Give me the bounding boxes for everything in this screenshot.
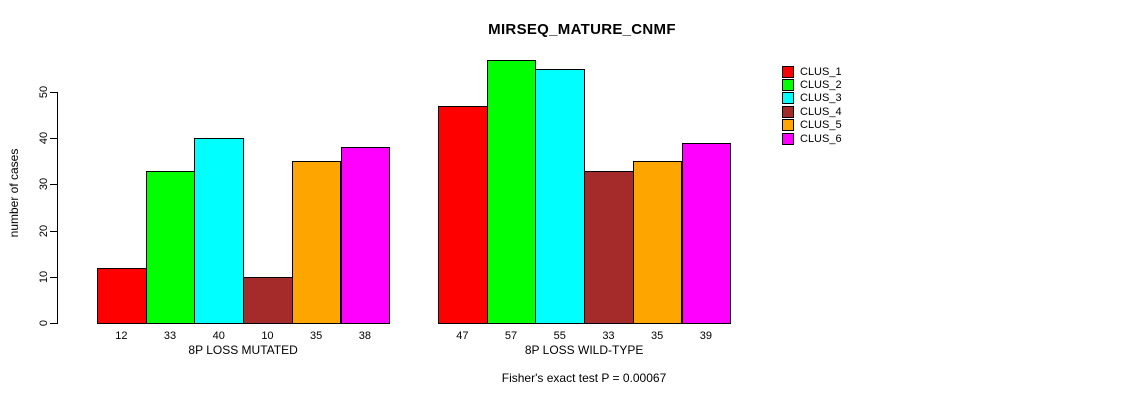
bar-value-label: 40 bbox=[212, 330, 225, 342]
legend-label: CLUS_2 bbox=[800, 79, 842, 92]
bar-value-label: 33 bbox=[163, 330, 177, 342]
legend-swatch bbox=[782, 132, 794, 145]
y-tick-label: 10 bbox=[38, 270, 50, 283]
legend: CLUS_1 CLUS_2 CLUS_3 CLUS_4 CLUS_5 CLUS_6 bbox=[782, 65, 842, 145]
legend-swatch bbox=[782, 92, 794, 105]
legend-label: CLUS_6 bbox=[800, 132, 842, 145]
bar-clus_4 bbox=[584, 170, 634, 324]
y-tick bbox=[50, 92, 57, 93]
bar-value-label: 47 bbox=[456, 330, 469, 342]
bar-value-label: 12 bbox=[115, 330, 128, 342]
legend-label: CLUS_1 bbox=[800, 65, 842, 78]
bar-value-label: 10 bbox=[261, 330, 274, 342]
bar-value-label: 39 bbox=[699, 330, 712, 342]
bar-clus_1 bbox=[97, 267, 147, 324]
bar-clus_6 bbox=[681, 142, 732, 324]
y-axis-line bbox=[57, 92, 58, 324]
legend-swatch bbox=[782, 79, 794, 92]
y-tick-label: 30 bbox=[38, 178, 50, 191]
bar-clus_3 bbox=[194, 138, 245, 324]
legend-label: CLUS_3 bbox=[800, 92, 842, 105]
group-label: 8P LOSS WILD-TYPE bbox=[524, 343, 644, 357]
y-tick-label: 50 bbox=[38, 85, 50, 99]
group-label: 8P LOSS MUTATED bbox=[188, 343, 298, 357]
y-tick bbox=[50, 184, 57, 186]
bar-clus_4 bbox=[243, 276, 293, 324]
legend-swatch bbox=[782, 119, 794, 132]
bar-value-label: 35 bbox=[651, 330, 664, 342]
bar-clus_2 bbox=[145, 170, 196, 324]
legend-item: CLUS_4 bbox=[782, 105, 842, 118]
legend-swatch bbox=[782, 65, 794, 78]
legend-item: CLUS_5 bbox=[782, 119, 842, 132]
legend-label: CLUS_5 bbox=[800, 119, 842, 132]
bar-value-label: 57 bbox=[504, 330, 518, 342]
bar-value-label: 33 bbox=[602, 330, 615, 342]
y-tick-label: 0 bbox=[38, 319, 50, 327]
annotation-text: Fisher's exact test P = 0.00067 bbox=[501, 371, 667, 385]
legend-item: CLUS_3 bbox=[782, 92, 842, 105]
bar-clus_3 bbox=[535, 68, 586, 324]
y-tick-label: 40 bbox=[38, 132, 50, 145]
bar-clus_5 bbox=[632, 161, 683, 324]
chart-title: MIRSEQ_MATURE_CNMF bbox=[488, 21, 676, 38]
legend-item: CLUS_2 bbox=[782, 78, 842, 92]
bar-clus_6 bbox=[340, 147, 391, 324]
y-tick bbox=[50, 276, 57, 278]
bar-value-label: 55 bbox=[553, 330, 566, 342]
bar-value-label: 35 bbox=[310, 330, 323, 342]
bar-value-label: 38 bbox=[358, 330, 371, 342]
legend-item: CLUS_6 bbox=[782, 132, 842, 145]
legend-label: CLUS_4 bbox=[800, 105, 842, 118]
legend-swatch bbox=[782, 105, 794, 118]
bar-clus_1 bbox=[438, 105, 488, 324]
y-tick bbox=[50, 230, 57, 232]
bar-clus_5 bbox=[291, 161, 342, 324]
bar-clus_2 bbox=[486, 59, 537, 324]
y-tick bbox=[50, 138, 57, 140]
legend-item: CLUS_1 bbox=[782, 65, 842, 78]
y-tick bbox=[50, 323, 57, 324]
y-tick-label: 20 bbox=[38, 224, 50, 237]
